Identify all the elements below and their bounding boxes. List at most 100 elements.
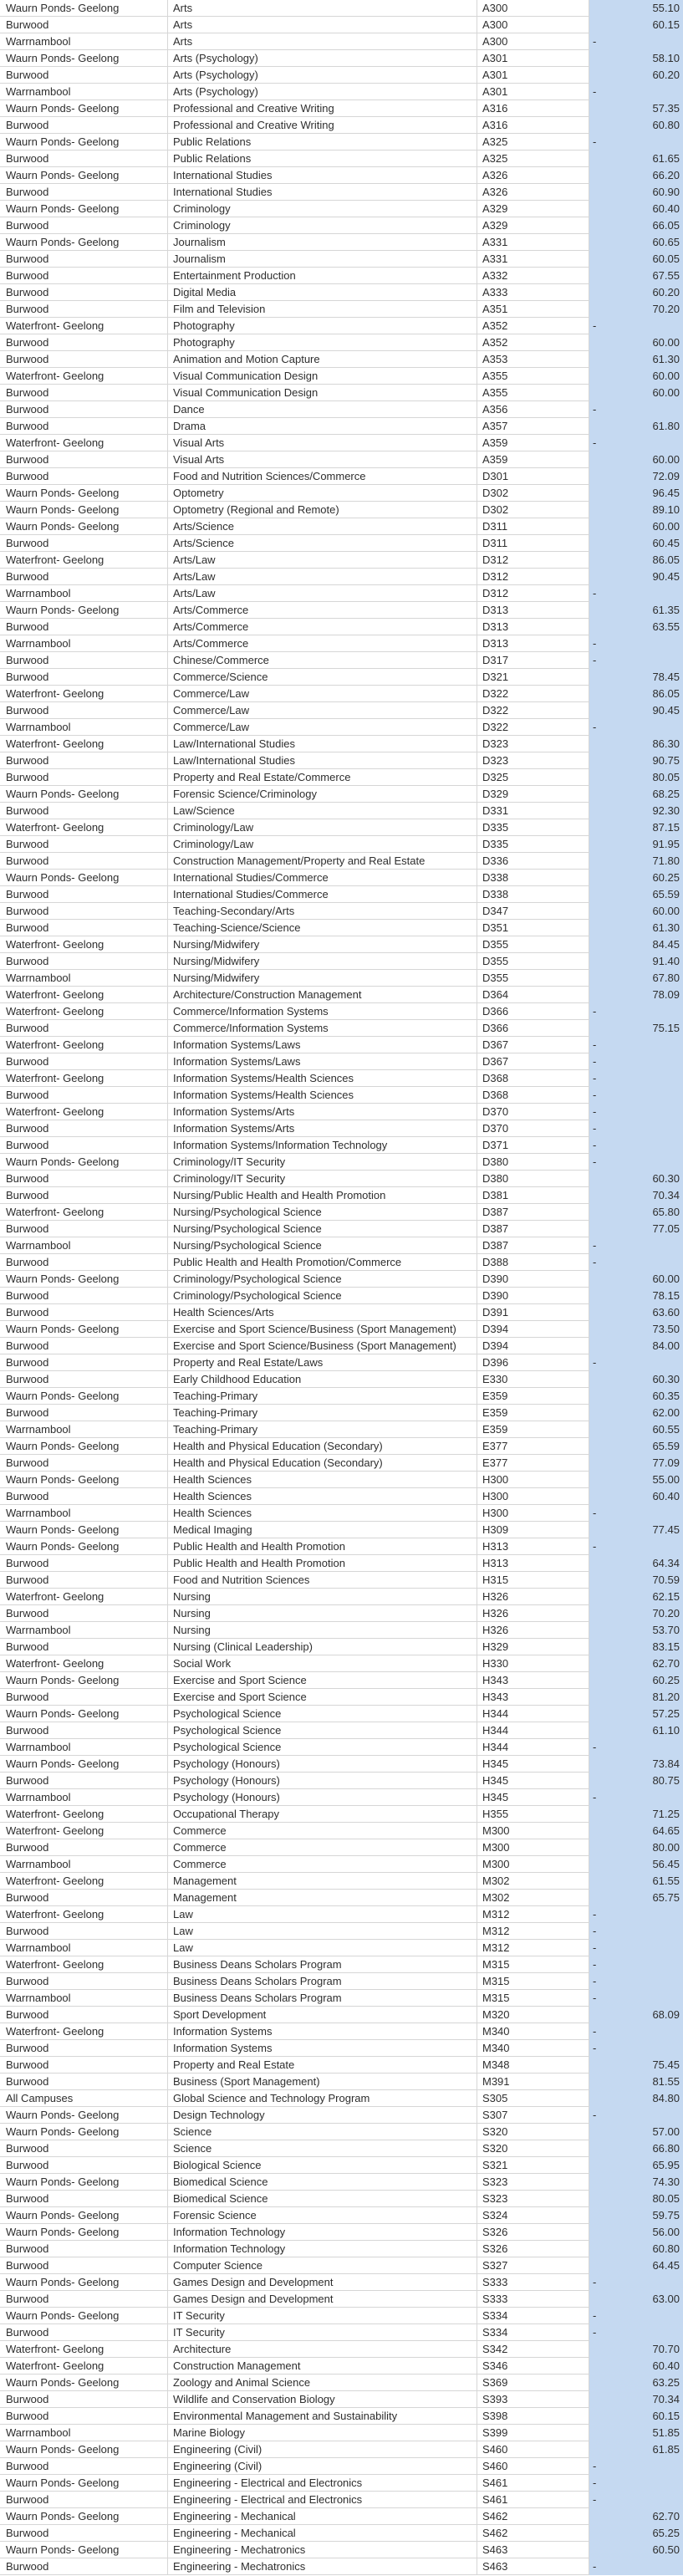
campus-cell[interactable]: Waterfront- Geelong [0,1956,168,1973]
course-cell[interactable]: Information Systems [168,2040,477,2057]
score-cell[interactable]: 62.70 [589,1655,683,1672]
score-cell[interactable]: 74.30 [589,2174,683,2191]
course-cell[interactable]: Information Systems/Arts [168,1120,477,1137]
course-code-cell[interactable]: D313 [477,619,589,635]
campus-cell[interactable]: Burwood [0,1639,168,1655]
score-cell[interactable]: 60.35 [589,1388,683,1405]
course-code-cell[interactable]: M348 [477,2057,589,2074]
course-cell[interactable]: Film and Television [168,301,477,318]
course-code-cell[interactable]: A300 [477,0,589,17]
course-cell[interactable]: Law [168,1940,477,1956]
course-cell[interactable]: Exercise and Sport Science [168,1689,477,1706]
score-cell[interactable]: 57.35 [589,100,683,117]
course-code-cell[interactable]: D347 [477,903,589,920]
course-cell[interactable]: Biomedical Science [168,2191,477,2207]
course-cell[interactable]: Psychological Science [168,1739,477,1756]
course-code-cell[interactable]: D371 [477,1137,589,1154]
course-cell[interactable]: Health Sciences/Arts [168,1304,477,1321]
course-cell[interactable]: Psychology (Honours) [168,1773,477,1789]
course-cell[interactable]: Nursing/Public Health and Health Promoti… [168,1187,477,1204]
campus-cell[interactable]: Waurn Ponds- Geelong [0,1271,168,1288]
course-code-cell[interactable]: A329 [477,201,589,217]
course-cell[interactable]: Public Relations [168,150,477,167]
course-code-cell[interactable]: H300 [477,1488,589,1505]
score-cell[interactable]: 90.75 [589,752,683,769]
course-cell[interactable]: Nursing/Psychological Science [168,1204,477,1221]
course-code-cell[interactable]: H355 [477,1806,589,1823]
score-cell[interactable]: - [589,2308,683,2324]
course-code-cell[interactable]: S342 [477,2341,589,2358]
course-cell[interactable]: Arts/Commerce [168,602,477,619]
score-cell[interactable]: 66.05 [589,217,683,234]
course-cell[interactable]: Public Health and Health Promotion [168,1538,477,1555]
score-cell[interactable]: - [589,1154,683,1171]
score-cell[interactable]: 59.75 [589,2207,683,2224]
campus-cell[interactable]: Burwood [0,1839,168,1856]
campus-cell[interactable]: Waurn Ponds- Geelong [0,2508,168,2525]
course-cell[interactable]: Construction Management [168,2358,477,2375]
score-cell[interactable]: - [589,1923,683,1940]
score-cell[interactable]: 57.25 [589,1706,683,1722]
course-cell[interactable]: Commerce/Science [168,669,477,686]
campus-cell[interactable]: Burwood [0,1254,168,1271]
course-cell[interactable]: Dance [168,401,477,418]
course-cell[interactable]: Engineering (Civil) [168,2458,477,2475]
campus-cell[interactable]: Burwood [0,702,168,719]
score-cell[interactable]: 65.59 [589,886,683,903]
campus-cell[interactable]: Burwood [0,217,168,234]
course-code-cell[interactable]: M340 [477,2023,589,2040]
score-cell[interactable]: 60.50 [589,2542,683,2558]
course-cell[interactable]: Management [168,1890,477,1906]
course-cell[interactable]: Criminology [168,217,477,234]
course-code-cell[interactable]: A300 [477,33,589,50]
campus-cell[interactable]: Burwood [0,1187,168,1204]
campus-cell[interactable]: Warrnambool [0,33,168,50]
score-cell[interactable]: - [589,1505,683,1522]
score-cell[interactable]: 70.34 [589,2391,683,2408]
course-code-cell[interactable]: H330 [477,1655,589,1672]
course-code-cell[interactable]: H315 [477,1572,589,1589]
course-cell[interactable]: Nursing/Midwifery [168,970,477,987]
course-code-cell[interactable]: D387 [477,1204,589,1221]
campus-cell[interactable]: Burwood [0,301,168,318]
course-code-cell[interactable]: A353 [477,351,589,368]
campus-cell[interactable]: Burwood [0,2525,168,2542]
course-cell[interactable]: Business Deans Scholars Program [168,1973,477,1990]
score-cell[interactable]: - [589,84,683,100]
score-cell[interactable]: 84.80 [589,2090,683,2107]
course-cell[interactable]: Information Technology [168,2224,477,2241]
course-code-cell[interactable]: S462 [477,2508,589,2525]
course-code-cell[interactable]: D366 [477,1003,589,1020]
score-cell[interactable]: - [589,1137,683,1154]
course-cell[interactable]: Food and Nutrition Sciences/Commerce [168,468,477,485]
campus-cell[interactable]: Waurn Ponds- Geelong [0,602,168,619]
course-cell[interactable]: Arts/Law [168,552,477,569]
course-cell[interactable]: Law [168,1906,477,1923]
campus-cell[interactable]: Burwood [0,903,168,920]
course-cell[interactable]: Teaching-Secondary/Arts [168,903,477,920]
score-cell[interactable]: - [589,1990,683,2007]
campus-cell[interactable]: Warrnambool [0,970,168,987]
campus-cell[interactable]: Burwood [0,2558,168,2575]
course-cell[interactable]: Arts [168,33,477,50]
score-cell[interactable]: 64.45 [589,2257,683,2274]
score-cell[interactable]: - [589,1003,683,1020]
score-cell[interactable]: 71.80 [589,853,683,870]
campus-cell[interactable]: Waterfront- Geelong [0,1204,168,1221]
score-cell[interactable]: - [589,2458,683,2475]
course-cell[interactable]: Engineering - Mechanical [168,2508,477,2525]
course-code-cell[interactable]: H344 [477,1706,589,1722]
campus-cell[interactable]: Waterfront- Geelong [0,1104,168,1120]
course-cell[interactable]: Public Relations [168,134,477,150]
campus-cell[interactable]: Burwood [0,1120,168,1137]
course-cell[interactable]: Criminology/IT Security [168,1154,477,1171]
campus-cell[interactable]: Burwood [0,1605,168,1622]
score-cell[interactable]: 73.50 [589,1321,683,1338]
course-code-cell[interactable]: A359 [477,435,589,451]
course-code-cell[interactable]: H345 [477,1773,589,1789]
course-cell[interactable]: Arts/Science [168,518,477,535]
score-cell[interactable]: 81.20 [589,1689,683,1706]
score-cell[interactable]: 65.25 [589,2525,683,2542]
course-cell[interactable]: Design Technology [168,2107,477,2124]
course-code-cell[interactable]: D336 [477,853,589,870]
